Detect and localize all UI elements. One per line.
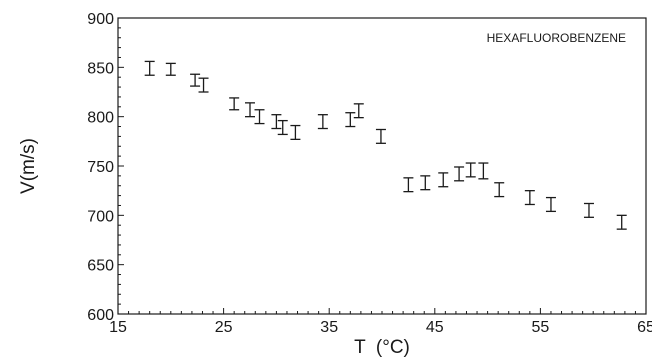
data-point [583,202,594,218]
data-point [494,182,505,198]
data-point [229,97,240,111]
y-tick-label: 700 [87,208,114,225]
data-point [353,103,364,119]
data-point [478,162,489,180]
data-point [616,214,627,230]
data-point [420,175,431,191]
data-point [345,112,356,128]
data-point [403,177,414,193]
data-point [245,102,255,118]
data-point [317,114,328,130]
data-point [438,172,449,188]
x-tick-label: 55 [532,319,550,336]
data-point [190,73,201,87]
data-point [454,166,465,182]
x-axis-label: T (°C) [354,337,410,358]
data-point [375,128,386,144]
x-axis: 15 25 35 45 55 65 [109,308,652,336]
data-point [144,60,155,76]
y-tick-label: 800 [87,110,114,127]
x-tick-label: 35 [320,319,338,336]
x-tick-label: 65 [637,319,652,336]
y-tick-label: 750 [87,159,114,176]
x-tick-label: 15 [109,319,127,336]
data-point [277,119,288,136]
y-tick-label: 650 [87,258,114,275]
data-point [290,124,301,141]
data-point [545,196,556,213]
data-point [271,114,282,130]
data-point [524,190,535,206]
x-tick-label: 45 [426,319,444,336]
data-point [165,62,176,76]
y-axis: 600 650 700 750 800 850 900 [87,11,124,324]
y-tick-label: 600 [87,307,114,324]
data-point [198,77,209,93]
data-point [254,109,265,125]
y-tick-label: 900 [87,11,114,28]
plot-frame [117,17,647,315]
y-axis-label: V(m/s) [18,138,39,194]
chart-annotation: HEXAFLUOROBENZENE [487,31,626,45]
data-points [144,60,627,230]
x-tick-label: 25 [215,319,233,336]
data-point [465,162,476,178]
y-tick-label: 850 [87,60,114,77]
